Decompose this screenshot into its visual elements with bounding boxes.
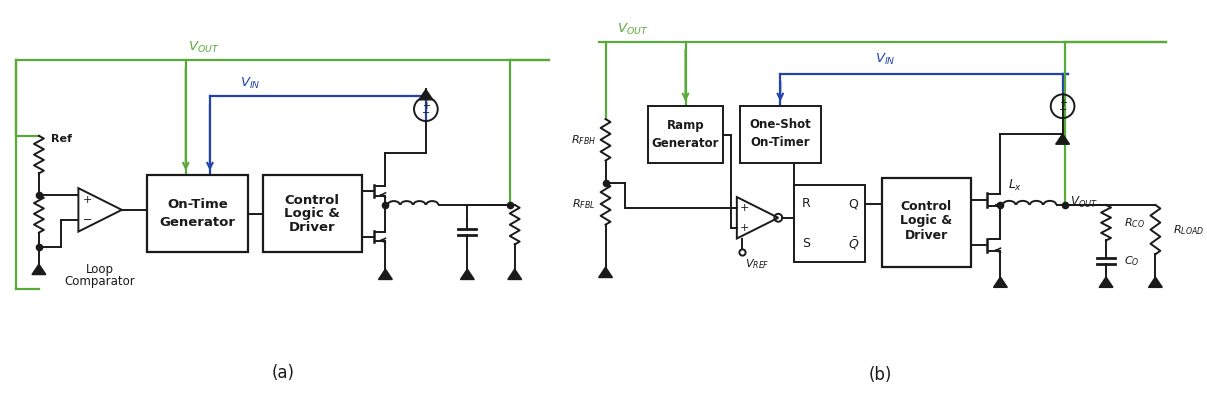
- Polygon shape: [419, 89, 433, 100]
- Text: S: S: [801, 237, 810, 250]
- Polygon shape: [508, 269, 521, 279]
- Text: Driver: Driver: [905, 229, 947, 242]
- Bar: [794, 185, 865, 262]
- Text: $V_{OUT}$: $V_{OUT}$: [188, 39, 220, 55]
- Text: Control: Control: [285, 194, 340, 207]
- Bar: [882, 178, 970, 267]
- Bar: [147, 175, 249, 252]
- Text: (a): (a): [272, 364, 295, 382]
- Text: Comparator: Comparator: [65, 275, 135, 288]
- Text: $\bar{Q}$: $\bar{Q}$: [847, 235, 859, 252]
- Polygon shape: [993, 277, 1008, 288]
- Text: Ref: Ref: [51, 134, 71, 144]
- Text: R: R: [801, 197, 810, 211]
- Text: Q: Q: [849, 197, 858, 211]
- Text: $R_{FBL}$: $R_{FBL}$: [572, 197, 595, 211]
- Bar: [648, 106, 723, 164]
- Bar: [740, 106, 821, 164]
- Text: −: −: [421, 108, 430, 118]
- Text: Ramp: Ramp: [666, 119, 705, 132]
- Text: Driver: Driver: [288, 221, 336, 234]
- Text: Logic &: Logic &: [900, 214, 952, 227]
- Polygon shape: [379, 269, 392, 279]
- Text: +: +: [422, 101, 430, 111]
- Text: On-Time: On-Time: [168, 198, 228, 211]
- Text: $V_{OUT}$: $V_{OUT}$: [618, 22, 649, 37]
- Text: $R_{CO}$: $R_{CO}$: [1124, 216, 1144, 230]
- Text: $V_{IN}$: $V_{IN}$: [875, 52, 896, 67]
- Text: $C_O$: $C_O$: [1124, 254, 1139, 268]
- Text: −: −: [1059, 105, 1067, 115]
- Text: +: +: [82, 195, 92, 205]
- Text: One-Shot: One-Shot: [750, 118, 811, 132]
- Text: (b): (b): [868, 366, 892, 384]
- Polygon shape: [599, 267, 612, 277]
- Text: $R_{LOAD}$: $R_{LOAD}$: [1173, 223, 1205, 237]
- Text: Generator: Generator: [652, 137, 719, 150]
- Text: +: +: [740, 223, 750, 233]
- Text: Loop: Loop: [86, 263, 115, 275]
- Text: On-Timer: On-Timer: [751, 136, 810, 149]
- Text: −: −: [82, 215, 92, 225]
- Polygon shape: [1149, 277, 1162, 288]
- Text: $V_{IN}$: $V_{IN}$: [239, 76, 260, 91]
- Text: $R_{FBH}$: $R_{FBH}$: [571, 133, 596, 147]
- Polygon shape: [460, 269, 474, 279]
- Text: $L_x$: $L_x$: [1008, 178, 1022, 193]
- Text: +: +: [1059, 98, 1067, 108]
- Text: Logic &: Logic &: [285, 207, 340, 220]
- Polygon shape: [1100, 277, 1113, 288]
- Polygon shape: [33, 264, 46, 275]
- Text: $V_{OUT}$: $V_{OUT}$: [1069, 194, 1097, 210]
- Text: Generator: Generator: [159, 216, 235, 229]
- Text: +: +: [740, 203, 750, 213]
- Polygon shape: [1056, 134, 1069, 144]
- Text: Control: Control: [900, 200, 952, 213]
- Bar: [263, 175, 362, 252]
- Text: $V_{REF}$: $V_{REF}$: [745, 257, 769, 271]
